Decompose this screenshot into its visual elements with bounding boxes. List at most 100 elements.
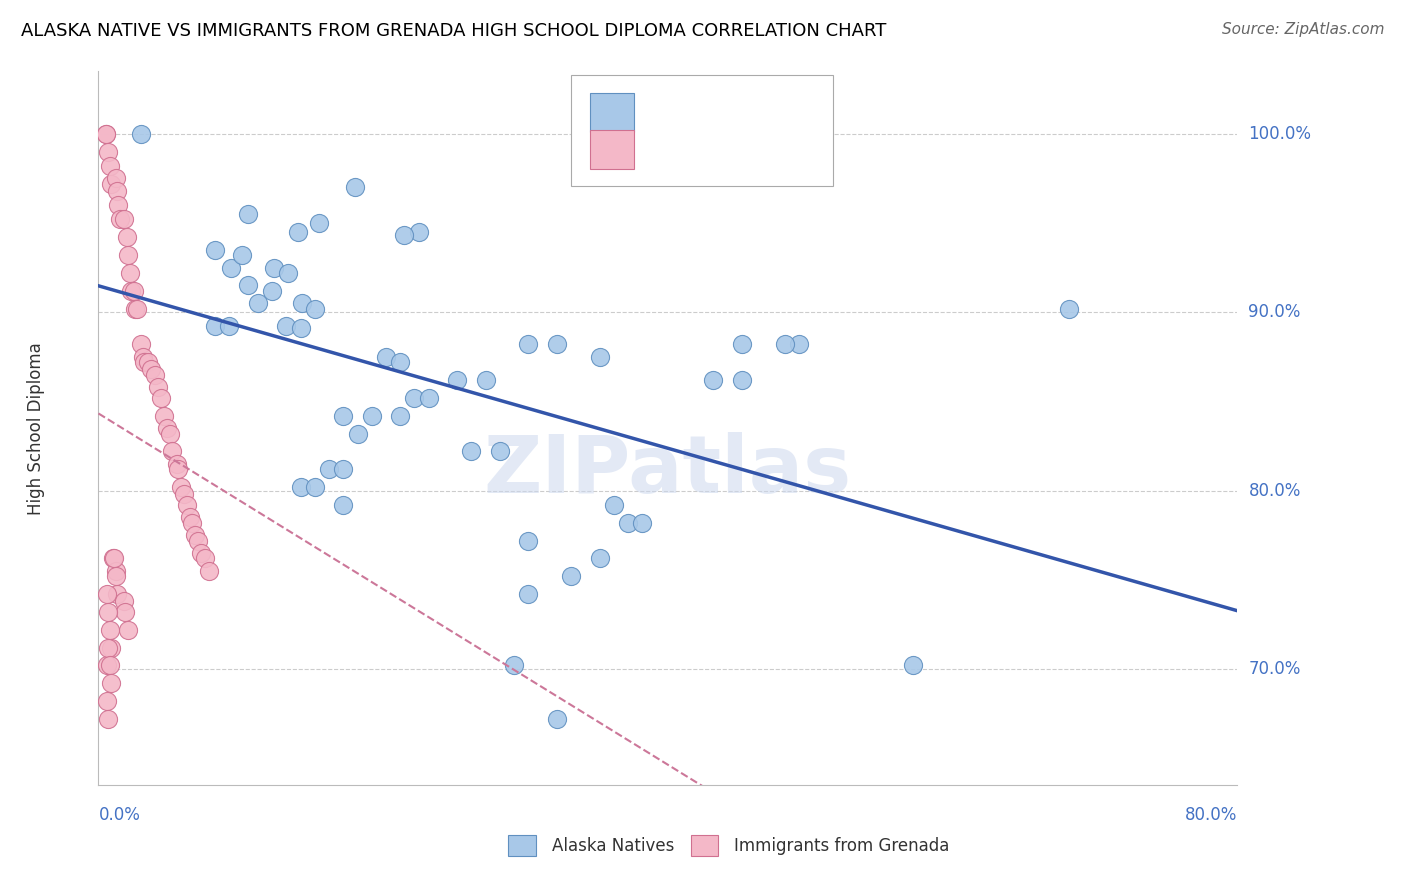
- Text: 80.0%: 80.0%: [1185, 806, 1237, 824]
- Text: N =: N =: [745, 103, 782, 121]
- Text: 59: 59: [776, 141, 797, 159]
- Point: [304, 301, 326, 316]
- Point: [136, 355, 159, 369]
- Point: [236, 207, 259, 221]
- Point: [117, 623, 139, 637]
- Point: [318, 462, 340, 476]
- Text: 70.0%: 70.0%: [1249, 660, 1301, 678]
- FancyBboxPatch shape: [571, 75, 832, 186]
- Point: [184, 528, 207, 542]
- Point: [408, 225, 430, 239]
- Point: [150, 391, 173, 405]
- Point: [418, 391, 440, 405]
- Point: [97, 640, 120, 655]
- Point: [290, 480, 312, 494]
- Point: [287, 225, 309, 239]
- Point: [132, 355, 155, 369]
- Point: [588, 350, 610, 364]
- Point: [104, 569, 127, 583]
- Point: [125, 301, 148, 316]
- Point: [219, 260, 242, 275]
- Point: [181, 516, 204, 530]
- Point: [290, 321, 312, 335]
- Point: [117, 248, 139, 262]
- Point: [139, 362, 162, 376]
- Point: [603, 498, 626, 512]
- Point: [194, 551, 217, 566]
- Point: [389, 409, 412, 423]
- Text: 57: 57: [776, 103, 797, 121]
- Point: [170, 480, 193, 494]
- Point: [97, 605, 120, 619]
- Point: [446, 373, 468, 387]
- Text: R =: R =: [647, 141, 683, 159]
- Point: [100, 676, 122, 690]
- Point: [731, 337, 754, 351]
- Point: [100, 177, 122, 191]
- Point: [115, 230, 138, 244]
- Point: [1059, 301, 1081, 316]
- Point: [246, 296, 269, 310]
- Point: [176, 498, 198, 512]
- Point: [97, 712, 120, 726]
- Point: [291, 296, 314, 310]
- Point: [96, 587, 118, 601]
- Point: [98, 623, 121, 637]
- Point: [98, 159, 121, 173]
- Point: [546, 712, 568, 726]
- Point: [179, 510, 201, 524]
- Point: [517, 533, 540, 548]
- FancyBboxPatch shape: [591, 130, 634, 169]
- Point: [375, 350, 398, 364]
- Point: [901, 658, 924, 673]
- Point: [588, 551, 610, 566]
- Text: 80.0%: 80.0%: [1249, 482, 1301, 500]
- Text: 90.0%: 90.0%: [1249, 303, 1301, 321]
- Point: [394, 228, 416, 243]
- Point: [96, 694, 118, 708]
- Point: [166, 457, 188, 471]
- Point: [167, 462, 190, 476]
- Text: 100.0%: 100.0%: [1249, 125, 1312, 143]
- Point: [153, 409, 176, 423]
- Point: [131, 350, 153, 364]
- Point: [124, 301, 146, 316]
- Point: [332, 409, 354, 423]
- Point: [332, 462, 354, 476]
- Point: [560, 569, 582, 583]
- Point: [162, 444, 184, 458]
- FancyBboxPatch shape: [591, 93, 634, 132]
- Point: [105, 184, 128, 198]
- Text: ALASKA NATIVE VS IMMIGRANTS FROM GRENADA HIGH SCHOOL DIPLOMA CORRELATION CHART: ALASKA NATIVE VS IMMIGRANTS FROM GRENADA…: [21, 22, 886, 40]
- Text: ZIPatlas: ZIPatlas: [484, 432, 852, 510]
- Point: [190, 546, 212, 560]
- Point: [104, 564, 127, 578]
- Point: [101, 551, 124, 566]
- Point: [187, 533, 209, 548]
- Point: [517, 587, 540, 601]
- Point: [731, 373, 754, 387]
- Point: [97, 145, 120, 159]
- Point: [94, 127, 117, 141]
- Text: 0.0%: 0.0%: [98, 806, 141, 824]
- Point: [173, 487, 195, 501]
- Point: [787, 337, 810, 351]
- Text: Immigrants from Grenada: Immigrants from Grenada: [734, 837, 949, 855]
- Point: [103, 551, 125, 566]
- Point: [218, 319, 240, 334]
- Point: [389, 355, 412, 369]
- Point: [702, 373, 724, 387]
- Point: [263, 260, 285, 275]
- Point: [308, 216, 330, 230]
- Point: [112, 212, 135, 227]
- Point: [204, 319, 226, 334]
- Point: [304, 480, 326, 494]
- Point: [617, 516, 640, 530]
- Point: [156, 421, 179, 435]
- Point: [276, 319, 298, 334]
- Point: [129, 127, 152, 141]
- Point: [104, 171, 127, 186]
- Point: [773, 337, 796, 351]
- Point: [122, 284, 145, 298]
- Point: [100, 640, 122, 655]
